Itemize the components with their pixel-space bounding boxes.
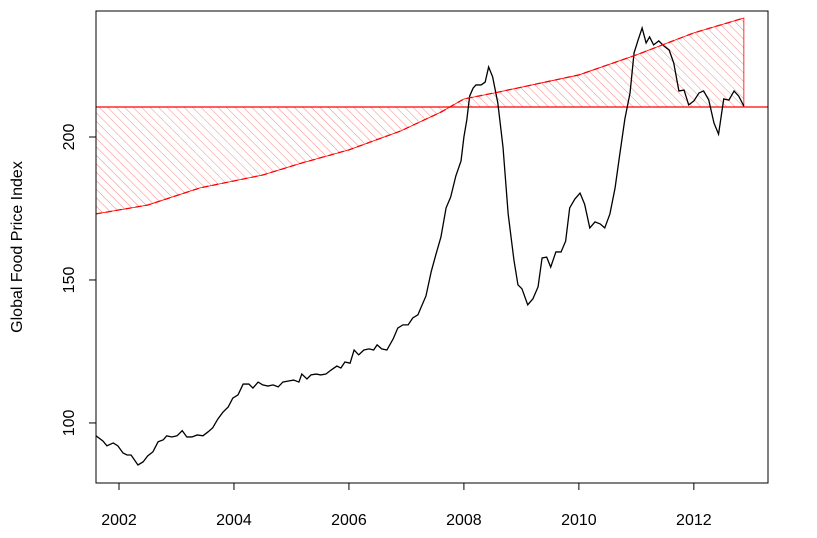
dashed-line xyxy=(96,17,745,215)
x-tick-label: 2004 xyxy=(216,512,252,529)
hatched-band xyxy=(96,17,745,215)
plot-frame xyxy=(95,10,769,484)
y-tick-label: 150 xyxy=(61,267,78,294)
x-tick-label: 2012 xyxy=(676,512,712,529)
plot-area xyxy=(96,17,768,466)
x-tick-label: 2006 xyxy=(331,512,367,529)
x-tick-label: 2002 xyxy=(101,512,137,529)
x-tick-label: 2008 xyxy=(446,512,482,529)
y-axis-label: Global Food Price Index xyxy=(9,161,26,333)
series-line xyxy=(96,25,745,466)
y-tick-label: 100 xyxy=(61,410,78,437)
x-tick-label: 2010 xyxy=(561,512,597,529)
y-tick-label: 200 xyxy=(61,124,78,151)
